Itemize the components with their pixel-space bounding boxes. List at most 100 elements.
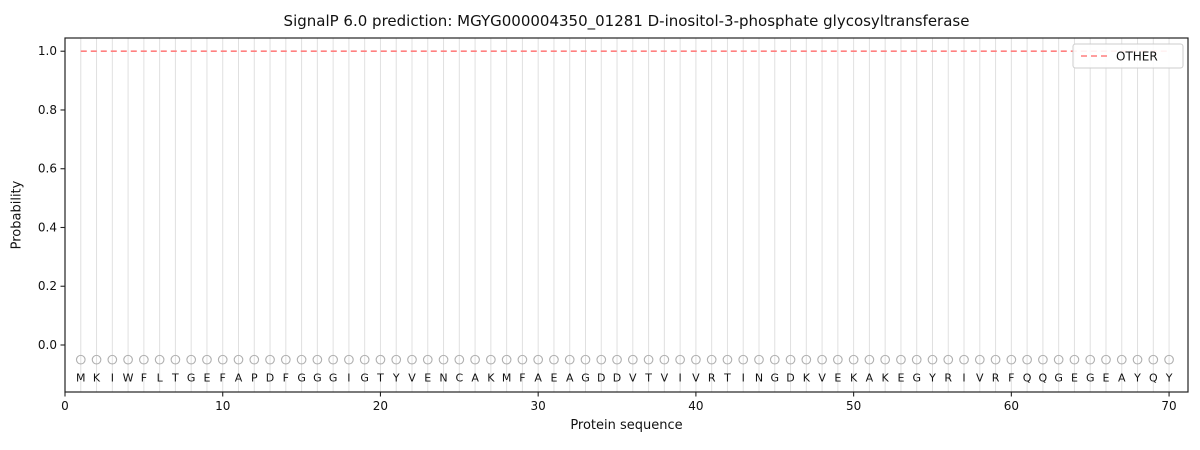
residue-circle (170, 354, 181, 365)
residue-letter: G (313, 372, 322, 385)
residue-letter: E (834, 372, 841, 385)
residue-letter: G (360, 372, 369, 385)
svg-text:10: 10 (215, 399, 230, 413)
residue-circle (217, 354, 228, 365)
residue-letter: F (1008, 372, 1014, 385)
residue-letter: A (566, 372, 574, 385)
residue-letter: R (708, 372, 716, 385)
residue-letter: E (424, 372, 431, 385)
residue-circle (202, 354, 212, 365)
residue-letter: K (487, 372, 495, 385)
residue-circle (738, 354, 749, 365)
residue-circle (422, 354, 433, 365)
residue-letter: K (882, 372, 890, 385)
residue-circle (1132, 354, 1143, 365)
residue-circle (91, 354, 102, 365)
residue-letter: I (679, 372, 682, 385)
residue-letter: A (866, 372, 874, 385)
residue-letter: V (408, 372, 416, 385)
residue-letter: Y (392, 372, 400, 385)
residue-letter: G (329, 372, 338, 385)
residue-letter: I (742, 372, 745, 385)
residue-circle (454, 354, 465, 365)
residue-letter: Q (1023, 372, 1032, 385)
residue-letter: I (347, 372, 350, 385)
residue-circle (186, 354, 197, 365)
legend-label: OTHER (1116, 50, 1158, 64)
residue-circle (438, 354, 449, 365)
residue-circle (533, 354, 544, 365)
residue-letter: G (187, 372, 196, 385)
residue-letter: E (1071, 372, 1078, 385)
residue-circle (375, 354, 386, 365)
residue-circle (517, 354, 528, 365)
residue-circle (880, 354, 891, 365)
residue-circle (359, 354, 370, 365)
residue-letter: T (171, 372, 179, 385)
residue-letter: K (850, 372, 858, 385)
legend: OTHER (1072, 43, 1184, 69)
residue-markers (75, 354, 1174, 365)
residue-circle (1148, 354, 1159, 365)
residue-letter: D (266, 372, 274, 385)
residue-circle (280, 354, 291, 365)
svg-text:0.6: 0.6 (38, 162, 57, 176)
residue-letter: G (1054, 372, 1063, 385)
residue-circle (470, 354, 480, 365)
residue-circle (927, 354, 938, 365)
residue-circle (249, 354, 260, 365)
residue-letter: K (803, 372, 811, 385)
residue-letter: R (992, 372, 1000, 385)
residue-letter: Y (928, 372, 936, 385)
residue-circle (722, 354, 733, 365)
residue-circle (312, 354, 323, 365)
residue-letter: M (502, 372, 512, 385)
residue-letter: V (976, 372, 984, 385)
residue-letter: E (1103, 372, 1110, 385)
residue-circle (1085, 354, 1096, 365)
residue-letter: D (786, 372, 794, 385)
residue-circle (769, 354, 780, 365)
residue-circle (1069, 354, 1080, 365)
residue-circle (154, 354, 165, 365)
residue-circle (233, 354, 244, 365)
residue-letter: K (93, 372, 101, 385)
residue-letter: A (534, 372, 542, 385)
residue-letter: G (770, 372, 779, 385)
residue-circle (785, 354, 796, 365)
residue-letter: N (439, 372, 447, 385)
residue-circle (643, 354, 654, 365)
residue-circle (265, 354, 275, 365)
residue-letter: I (962, 372, 965, 385)
svg-text:0: 0 (61, 399, 69, 413)
plot-border (64, 37, 1189, 393)
residue-letter: R (944, 372, 952, 385)
svg-text:60: 60 (1004, 399, 1019, 413)
residue-letter: G (912, 372, 921, 385)
residue-circle (391, 354, 402, 365)
residue-letter: M (76, 372, 86, 385)
residue-circle (754, 354, 764, 365)
svg-text:0.4: 0.4 (38, 220, 57, 234)
residue-circle (501, 354, 512, 365)
residue-letter: Y (1165, 372, 1173, 385)
residue-circle (580, 354, 591, 365)
residue-letter: G (297, 372, 306, 385)
svg-text:70: 70 (1161, 399, 1176, 413)
residue-letter: L (157, 372, 164, 385)
x-axis-ticks: 0 10 20 30 40 50 60 70 (61, 392, 1177, 413)
residue-circle (1022, 354, 1032, 365)
residue-letter: V (818, 372, 826, 385)
residue-circle (1101, 354, 1111, 365)
residue-circle (1006, 354, 1017, 365)
residue-letter: I (111, 372, 114, 385)
residue-circle (959, 354, 969, 365)
svg-text:0.2: 0.2 (38, 279, 57, 293)
y-axis-ticks: 0.0 0.2 0.4 0.6 0.8 1.0 (38, 44, 65, 352)
residue-circle (486, 354, 496, 365)
residue-letter: E (203, 372, 210, 385)
svg-text:50: 50 (846, 399, 861, 413)
residue-circle (801, 354, 812, 365)
residue-letter: F (283, 372, 289, 385)
